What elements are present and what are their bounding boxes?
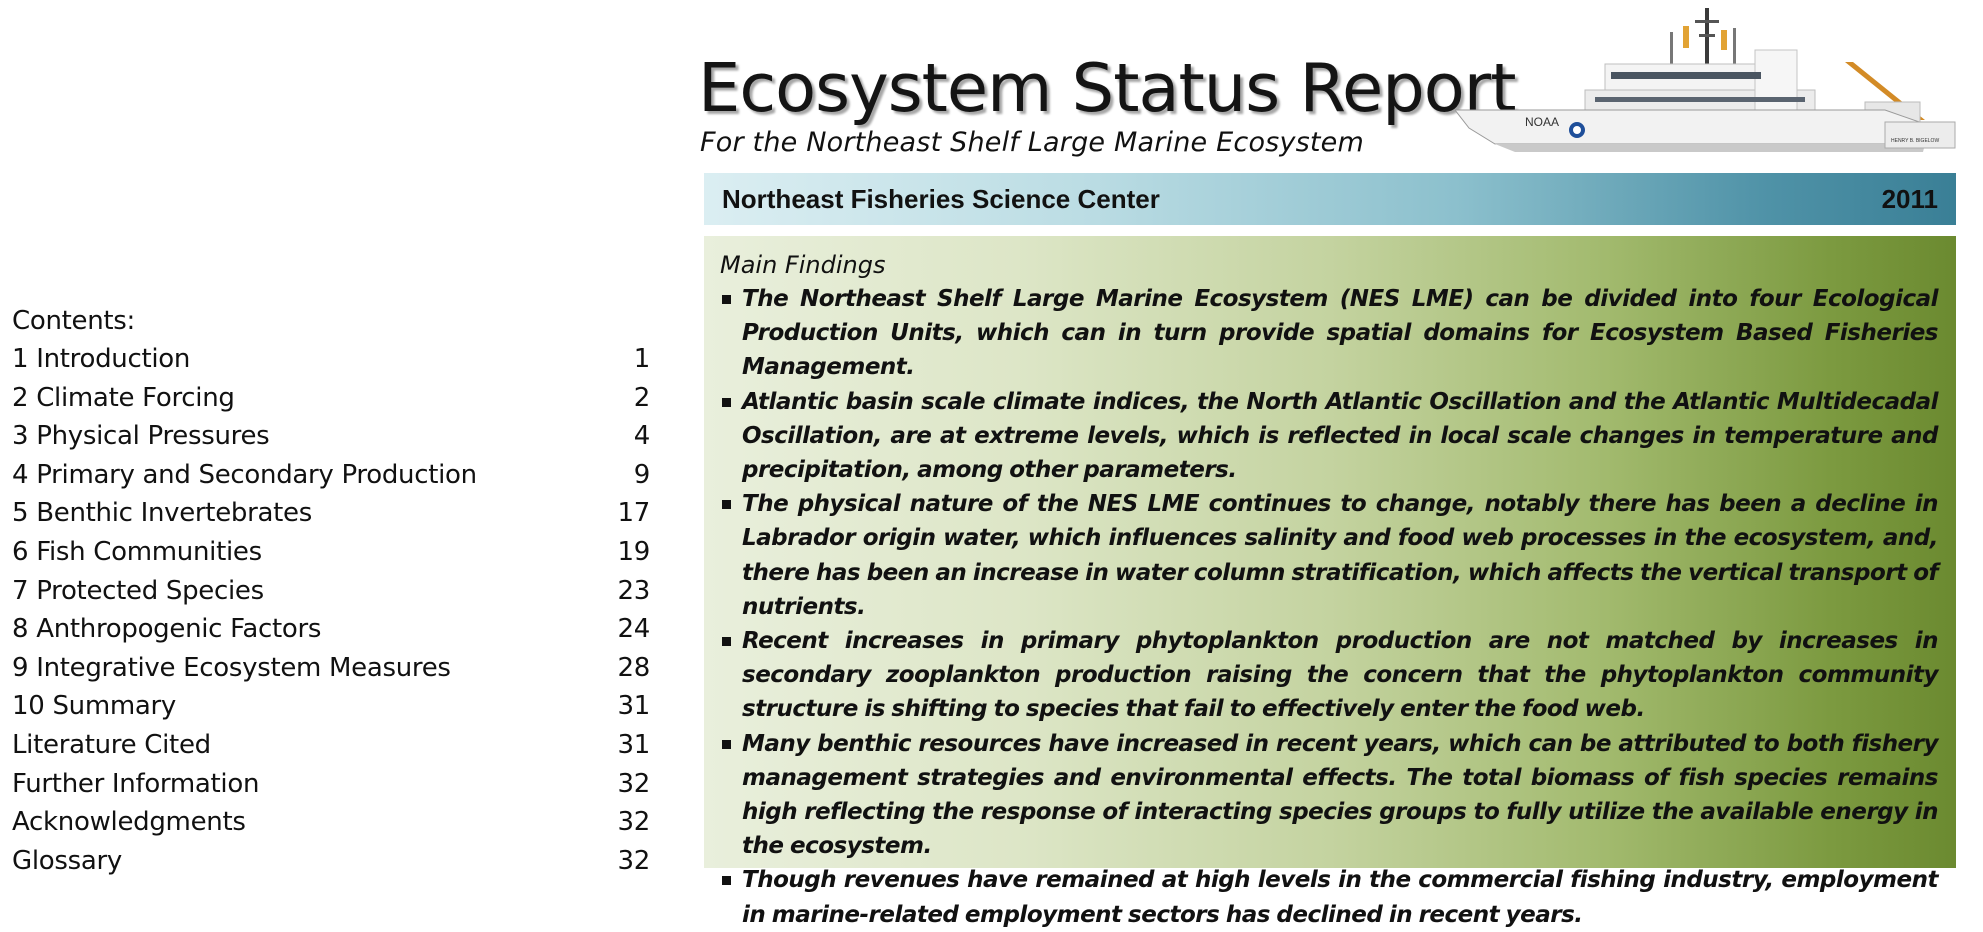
toc-label: 7 Protected Species [12,575,264,606]
toc-page-number: 1 [633,344,651,374]
finding-item: The Northeast Shelf Large Marine Ecosyst… [720,282,1939,385]
report-year: 2011 [1881,183,1938,214]
stern-label: HENRY B. BIGELOW [1891,138,1939,144]
toc-page-number: 9 [633,459,651,490]
toc-label: 1 Introduction [12,344,191,374]
toc-row: 1 Introduction 1 [12,340,650,379]
square-bullet-icon [722,295,731,304]
finding-text: Many benthic resources have increased in… [742,730,1939,860]
research-ship-image: NOAA HENRY B. BIGELOW [1455,8,1956,152]
toc-row: 4 Primary and Secondary Production 9 [12,456,650,495]
main-findings-panel: Main Findings The Northeast Shelf Large … [704,236,1956,928]
center-banner: Northeast Fisheries Science Center 2011 [704,173,1956,225]
toc-row: Further Information 32 [12,765,650,804]
toc-row: 8 Anthropogenic Factors 24 [12,610,650,649]
toc-label: 2 Climate Forcing [12,382,235,413]
toc-page-number: 23 [617,575,651,606]
finding-item: Though revenues have remained at high le… [720,863,1939,931]
toc-label: 4 Primary and Secondary Production [12,459,477,490]
toc-label: 5 Benthic Invertebrates [12,498,312,529]
toc-row: 6 Fish Communities 19 [12,533,650,572]
toc-page-number: 32 [617,807,651,838]
toc-label: 3 Physical Pressures [12,421,270,452]
finding-item: Atlantic basin scale climate indices, th… [720,385,1939,488]
square-bullet-icon [722,637,731,647]
report-title: Ecosystem Status Report [698,49,1517,127]
toc-row: 7 Protected Species 23 [12,572,650,611]
toc-page-number: 31 [617,691,651,722]
toc-page-number: 24 [617,614,651,645]
toc-row: Literature Cited 31 [12,726,650,765]
toc-label: Literature Cited [12,729,211,760]
report-subtitle: For the Northeast Shelf Large Marine Eco… [700,127,1364,158]
square-bullet-icon [722,500,731,510]
square-bullet-icon [722,876,731,886]
toc-row: Glossary 32 [12,842,650,881]
toc-page-number: 4 [633,421,651,452]
toc-page-number: 19 [617,536,651,567]
toc-row: 2 Climate Forcing 2 [12,379,650,418]
finding-text: The physical nature of the NES LME conti… [742,491,1939,620]
toc-page-number: 2 [633,382,651,413]
toc-page-number: 17 [617,498,651,529]
toc-row: 10 Summary 31 [12,687,650,726]
findings-list: The Northeast Shelf Large Marine Ecosyst… [720,282,1939,932]
square-bullet-icon [722,739,731,749]
toc-page-number: 32 [617,768,651,799]
toc-label: 10 Summary [12,691,176,722]
toc-label: Acknowledgments [12,807,246,838]
toc-row: Acknowledgments 32 [12,803,650,842]
toc-label: 9 Integrative Ecosystem Measures [12,652,451,683]
toc-label: 8 Anthropogenic Factors [12,614,322,645]
toc-row: 3 Physical Pressures 4 [12,417,650,456]
findings-heading: Main Findings [720,251,886,279]
finding-text: Though revenues have remained at high le… [742,867,1939,928]
toc-row: 9 Integrative Ecosystem Measures 28 [12,649,650,688]
table-of-contents: Contents: 1 Introduction 1 2 Climate Forci… [12,302,650,880]
center-name: Northeast Fisheries Science Center [722,183,1160,214]
hull-label: NOAA [1525,115,1559,129]
finding-item: Recent increases in primary phytoplankto… [720,624,1939,727]
toc-label: 6 Fish Communities [12,536,262,567]
toc-page-number: 32 [617,845,651,876]
square-bullet-icon [722,397,731,407]
toc-page-number: 28 [617,652,651,683]
toc-page-number: 31 [617,729,651,760]
finding-text: Recent increases in primary phytoplankto… [742,628,1939,723]
finding-text: The Northeast Shelf Large Marine Ecosyst… [742,286,1939,381]
finding-text: Atlantic basin scale climate indices, th… [742,388,1939,484]
toc-label: Further Information [12,768,260,799]
finding-item: The physical nature of the NES LME conti… [720,487,1939,624]
toc-row: 5 Benthic Invertebrates 17 [12,494,650,533]
toc-label: Glossary [12,845,122,876]
finding-item: Many benthic resources have increased in… [720,727,1939,864]
contents-heading: Contents: [12,306,136,336]
toc-list: 1 Introduction 1 2 Climate Forcing 2 3 Physi… [12,340,650,880]
